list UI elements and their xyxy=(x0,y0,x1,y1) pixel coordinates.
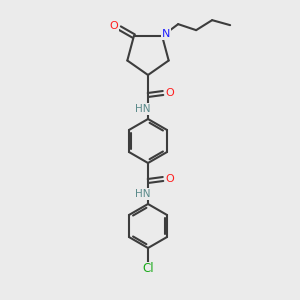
Text: Cl: Cl xyxy=(142,262,154,275)
Text: HN: HN xyxy=(135,189,151,199)
Text: O: O xyxy=(166,174,174,184)
Text: HN: HN xyxy=(135,104,151,114)
Text: O: O xyxy=(166,88,174,98)
Text: N: N xyxy=(162,29,170,39)
Text: O: O xyxy=(110,21,118,31)
